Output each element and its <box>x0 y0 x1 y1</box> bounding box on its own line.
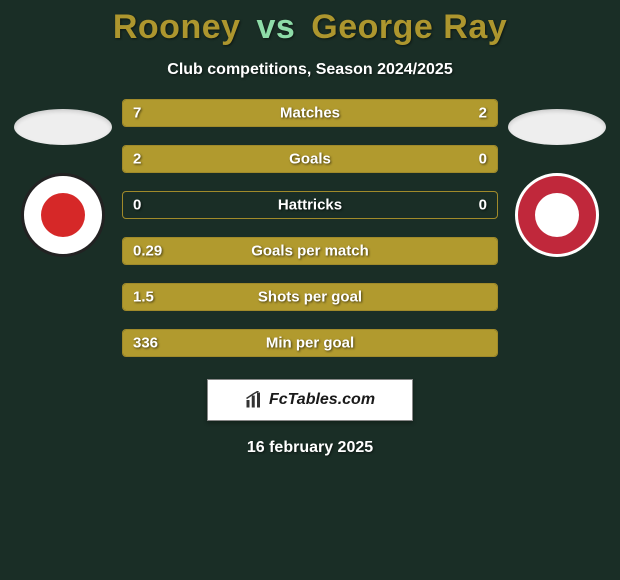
stat-row: 0.29 Goals per match <box>122 237 498 265</box>
stat-label: Min per goal <box>266 335 354 352</box>
left-column <box>8 99 118 257</box>
date: 16 february 2025 <box>0 439 620 457</box>
player2-name: George Ray <box>311 8 507 46</box>
player1-name: Rooney <box>113 8 241 46</box>
stat-row: 2 Goals 0 <box>122 145 498 173</box>
vs-text: vs <box>257 8 296 46</box>
chart-icon <box>245 391 263 409</box>
stat-row: 0 Hattricks 0 <box>122 191 498 219</box>
stats-bars: 7 Matches 2 2 Goals 0 0 Hattricks 0 0.29 Goals per… <box>118 99 502 357</box>
stat-row: 336 Min per goal <box>122 329 498 357</box>
stat-label: Matches <box>280 105 340 122</box>
brand-text: FcTables.com <box>269 391 375 409</box>
player2-silhouette <box>508 109 606 145</box>
stat-label: Shots per goal <box>258 289 362 306</box>
comparison-title: Rooney vs George Ray <box>0 0 620 47</box>
comparison-content: 7 Matches 2 2 Goals 0 0 Hattricks 0 0.29 Goals per… <box>0 99 620 357</box>
stat-row: 7 Matches 2 <box>122 99 498 127</box>
stat-label: Goals <box>289 151 331 168</box>
stat-value-left: 336 <box>133 335 158 352</box>
team2-badge <box>515 173 599 257</box>
stat-value-right: 0 <box>479 151 487 168</box>
stat-value-left: 2 <box>133 151 141 168</box>
stat-value-left: 7 <box>133 105 141 122</box>
brand-box: FcTables.com <box>207 379 413 421</box>
stat-value-left: 1.5 <box>133 289 154 306</box>
right-column <box>502 99 612 257</box>
bar-fill-left <box>123 100 414 126</box>
player1-silhouette <box>14 109 112 145</box>
stat-label: Goals per match <box>251 243 369 260</box>
stat-row: 1.5 Shots per goal <box>122 283 498 311</box>
stat-label: Hattricks <box>278 197 342 214</box>
subtitle: Club competitions, Season 2024/2025 <box>0 61 620 79</box>
team1-badge <box>21 173 105 257</box>
stat-value-left: 0.29 <box>133 243 162 260</box>
stat-value-right: 2 <box>479 105 487 122</box>
stat-value-left: 0 <box>133 197 141 214</box>
stat-value-right: 0 <box>479 197 487 214</box>
